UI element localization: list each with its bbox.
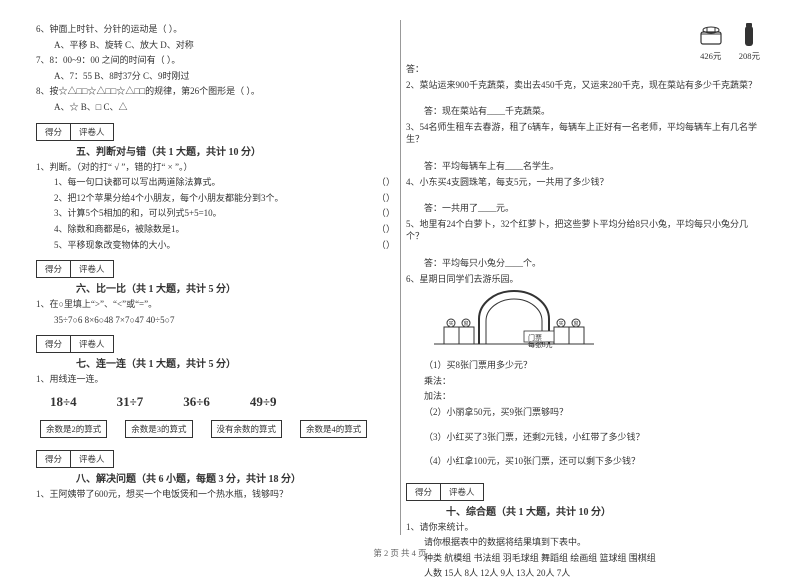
score-box: 得分 评卷人 bbox=[36, 335, 114, 353]
score-box: 得分 评卷人 bbox=[406, 483, 484, 501]
section-8-heading: 得分 评卷人 bbox=[36, 444, 394, 470]
section-6-title: 六、比一比（共 1 大题，共计 5 分） bbox=[76, 280, 236, 295]
question-7: 7、8：00~9：00 之间的时间有（ ）。 bbox=[36, 54, 394, 67]
section-5-heading: 得分 评卷人 bbox=[36, 117, 394, 143]
expr-3: 36÷6 bbox=[183, 394, 210, 410]
score-box: 得分 评卷人 bbox=[36, 260, 114, 278]
r-q5-ans: 答：平均每只小兔分____个。 bbox=[406, 257, 764, 270]
price-1: 426元 bbox=[697, 50, 725, 62]
score-label: 得分 bbox=[37, 124, 71, 140]
s5-item-1: 1、每一句口诀都可以写出两道除法算式。（ ） bbox=[36, 176, 394, 189]
s7-intro: 1、用线连一连。 bbox=[36, 373, 394, 386]
s5-item-2: 2、把12个苹果分给4个小朋友，每个小朋友都能分到3个。（ ） bbox=[36, 192, 394, 205]
r-q4-ans: 答：一共用了____元。 bbox=[406, 202, 764, 215]
box-no-remainder: 没有余数的算式 bbox=[211, 420, 283, 438]
r-q6-1a: 乘法： bbox=[406, 375, 764, 388]
section-6-heading: 得分 评卷人 bbox=[36, 254, 394, 280]
expr-2: 31÷7 bbox=[117, 394, 144, 410]
question-8: 8、按☆△□□☆△□□☆△□□的规律，第26个图形是（ ）。 bbox=[36, 85, 394, 98]
product-icons: 426元 208元 bbox=[697, 22, 760, 62]
r-q2: 2、菜站运来900千克蔬菜，卖出去450千克，又运来280千克，现在菜站有多少千… bbox=[406, 79, 764, 92]
expr-1: 18÷4 bbox=[50, 394, 77, 410]
score-box: 得分 评卷人 bbox=[36, 123, 114, 141]
rice-cooker-icon: 426元 bbox=[697, 24, 725, 62]
r-q6: 6、星期日同学们去游乐园。 bbox=[406, 273, 764, 286]
question-6: 6、钟面上时针、分针的运动是（ ）。 bbox=[36, 23, 394, 36]
question-6-options: A、平移 B、旋转 C、放大 D、对称 bbox=[36, 39, 394, 52]
score-label: 得分 bbox=[37, 451, 71, 467]
section-8-title: 八、解决问题（共 6 小题，每题 3 分，共计 18 分） bbox=[76, 470, 301, 485]
reviewer-label: 评卷人 bbox=[71, 336, 113, 352]
s8-q1: 1、王阿姨带了600元，想买一个电饭煲和一个热水瓶，钱够吗？ bbox=[36, 488, 394, 501]
r-q3-ans: 答：平均每辆车上有____名学生。 bbox=[406, 160, 764, 173]
r-q5: 5、地里有24个白萝卜，32个红萝卜，把这些萝卜平均分给8只小兔，平均每只小兔分… bbox=[406, 218, 764, 243]
price-2: 208元 bbox=[739, 50, 760, 62]
r-q3: 3、54名师生租车去春游，租了6辆车，每辆车上正好有一名老师，平均每辆车上有几名… bbox=[406, 121, 764, 146]
section-10-title: 十、综合题（共 1 大题，共计 10 分） bbox=[446, 503, 611, 518]
s5-item-4: 4、除数和商都是6，被除数是1。（ ） bbox=[36, 223, 394, 236]
answer-boxes: 余数是2的算式 余数是3的算式 没有余数的算式 余数是4的算式 bbox=[40, 420, 394, 438]
box-remainder-4: 余数是4的算式 bbox=[300, 420, 367, 438]
reviewer-label: 评卷人 bbox=[71, 451, 113, 467]
box-remainder-3: 余数是3的算式 bbox=[125, 420, 192, 438]
expression-row: 18÷4 31÷7 36÷6 49÷9 bbox=[50, 394, 394, 410]
section-10-heading: 得分 评卷人 bbox=[406, 477, 764, 503]
reviewer-label: 评卷人 bbox=[71, 261, 113, 277]
s5-item-3: 3、计算5个5相加的和，可以列式5+5=10。（ ） bbox=[36, 207, 394, 220]
section-5-title: 五、判断对与错（共 1 大题，共计 10 分） bbox=[76, 143, 261, 158]
r-q6-4: （4）小红拿100元，买10张门票，还可以剩下多少钱？ bbox=[406, 455, 764, 468]
s10-1: 1、请你来统计。 bbox=[406, 521, 764, 534]
r-q2-ans: 答：现在菜站有____千克蔬菜。 bbox=[406, 105, 764, 118]
r-q6-3: （3）小红买了3张门票，还剩2元钱，小红带了多少钱？ bbox=[406, 431, 764, 444]
s6-intro: 1、在○里填上“>”、“<”或“=”。 bbox=[36, 298, 394, 311]
question-8-options: A、☆ B、□ C、△ bbox=[36, 101, 394, 114]
svg-text:买: 买 bbox=[558, 320, 563, 327]
answer-label: 答： bbox=[406, 63, 764, 76]
ticket-label: 门票 bbox=[528, 335, 800, 342]
s6-expressions: 35÷7○6 8×6○48 7×7○47 40÷5○7 bbox=[36, 314, 394, 327]
thermos-icon: 208元 bbox=[739, 22, 760, 62]
r-q4: 4、小东买4支圆珠笔，每支5元，一共用了多少钱？ bbox=[406, 176, 764, 189]
score-label: 得分 bbox=[37, 261, 71, 277]
svg-text:窗: 窗 bbox=[463, 320, 468, 327]
question-7-options: A、7：55 B、8时37分 C、9时刚过 bbox=[36, 70, 394, 83]
reviewer-label: 评卷人 bbox=[441, 484, 483, 500]
column-divider bbox=[400, 20, 401, 535]
score-label: 得分 bbox=[407, 484, 441, 500]
score-label: 得分 bbox=[37, 336, 71, 352]
expr-4: 49÷9 bbox=[250, 394, 277, 410]
s5-item-5: 5、平移现象改变物体的大小。（ ） bbox=[36, 239, 394, 252]
r-q6-2: （2）小丽拿50元，买9张门票够吗？ bbox=[406, 406, 764, 419]
s5-intro: 1、判断。（对的打“ √ ”，错的打“ × ”。） bbox=[36, 161, 394, 174]
reviewer-label: 评卷人 bbox=[71, 124, 113, 140]
ticket-price: 每张8元 bbox=[528, 342, 800, 349]
score-box: 得分 评卷人 bbox=[36, 450, 114, 468]
page-footer: 第 2 页 共 4 页 bbox=[0, 547, 800, 559]
r-q6-1: （1）买8张门票用多少元？ bbox=[406, 359, 764, 372]
right-column: 426元 208元 答： 2、菜站运来900千克蔬菜，卖出去450千克，又运来2… bbox=[400, 20, 770, 555]
s10-row2: 人数 15人 8人 12人 9人 13人 20人 7人 bbox=[406, 567, 764, 580]
r-q6-1b: 加法： bbox=[406, 390, 764, 403]
section-7-title: 七、连一连（共 1 大题，共计 5 分） bbox=[76, 355, 236, 370]
left-column: 6、钟面上时针、分针的运动是（ ）。 A、平移 B、旋转 C、放大 D、对称 7… bbox=[30, 20, 400, 555]
section-7-heading: 得分 评卷人 bbox=[36, 329, 394, 355]
svg-text:买: 买 bbox=[448, 320, 453, 327]
svg-text:窗: 窗 bbox=[573, 320, 578, 327]
arch-diagram: 买 窗 买 窗 门票 每张8元 bbox=[424, 289, 764, 367]
box-remainder-2: 余数是2的算式 bbox=[40, 420, 107, 438]
